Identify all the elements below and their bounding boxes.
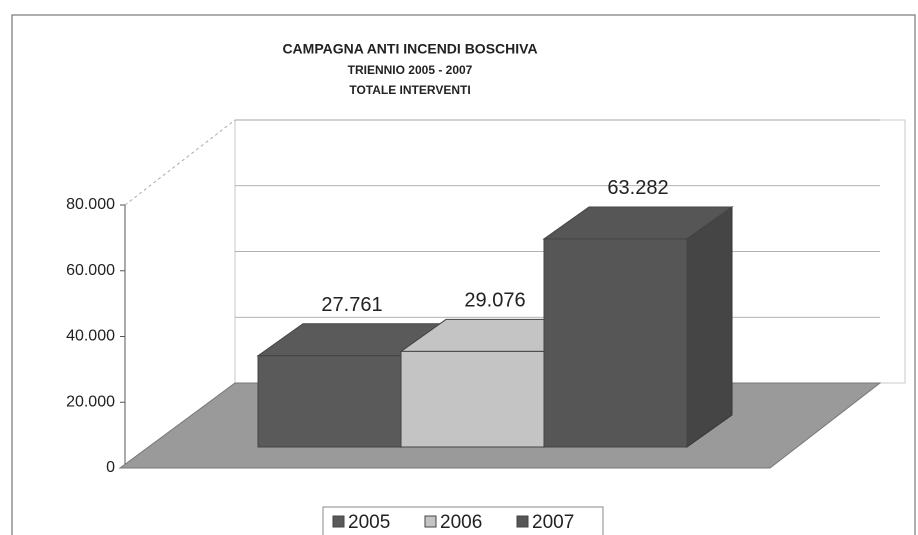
legend-label: 2006 — [440, 512, 482, 533]
legend-swatch — [424, 515, 437, 528]
y-tick-label: 0 — [106, 459, 115, 476]
bar — [257, 355, 402, 448]
left-wall-edge — [124, 119, 236, 206]
chart-subtitle: TOTALE INTERVENTI — [349, 83, 470, 97]
bar-side — [686, 205, 733, 448]
y-tick-label: 20.000 — [66, 393, 115, 410]
bar — [543, 238, 688, 448]
legend-label: 2005 — [348, 512, 390, 533]
legend-box — [322, 506, 604, 535]
chart-title: CAMPAGNA ANTI INCENDI BOSCHIVA — [282, 41, 537, 57]
y-tick-label: 60.000 — [66, 262, 115, 279]
chart-subtitle: TRIENNIO 2005 - 2007 — [348, 63, 473, 77]
data-label: 63.282 — [607, 177, 668, 199]
data-label: 27.761 — [321, 294, 382, 316]
y-tick-label: 80.000 — [66, 196, 115, 213]
bar — [400, 350, 545, 448]
data-label: 29.076 — [464, 290, 525, 312]
legend-swatch — [332, 515, 345, 528]
y-tick-label: 40.000 — [66, 328, 115, 345]
legend-swatch — [516, 515, 529, 528]
legend-label: 2007 — [532, 512, 574, 533]
